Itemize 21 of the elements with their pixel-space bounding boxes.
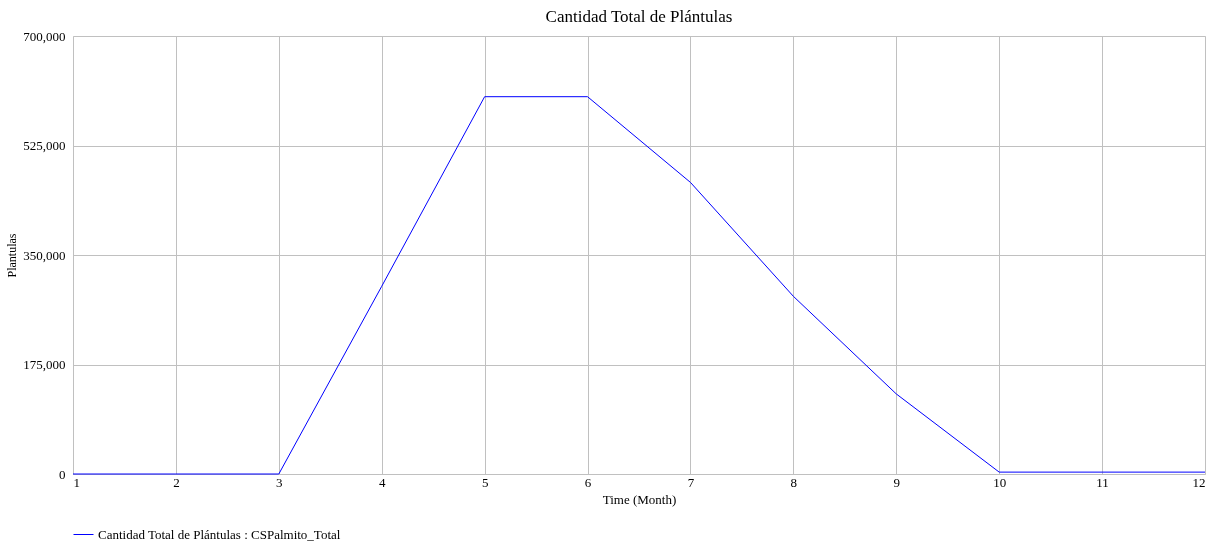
x-tick-label: 6 — [584, 474, 592, 490]
y-tick-label: 350,000 — [23, 247, 66, 263]
y-tick-label: 525,000 — [23, 138, 66, 153]
legend-label: Cantidad Total de Plántulas : CSPalmito_Total — [98, 526, 341, 542]
chart-title: Cantidad Total de Plántulas — [545, 7, 733, 26]
y-tick-label: 700,000 — [23, 28, 66, 44]
y-tick-label: 0 — [59, 466, 66, 482]
x-tick-label: 9 — [893, 474, 901, 490]
x-axis-title: Time (Month) — [602, 491, 677, 507]
x-tick-label: 11 — [1096, 474, 1109, 490]
x-tick-label: 10 — [993, 474, 1007, 490]
x-tick-label: 1 — [73, 474, 80, 490]
x-tick-label: 7 — [687, 474, 695, 490]
y-axis-title: Plantulas — [5, 233, 20, 278]
x-tick-label: 8 — [790, 474, 798, 490]
x-tick-label: 3 — [276, 474, 283, 490]
x-tick-label: 2 — [173, 474, 180, 490]
x-tick-label: 4 — [378, 474, 386, 490]
x-tick-label: 5 — [481, 474, 489, 490]
y-tick-label: 175,000 — [23, 357, 66, 372]
x-tick-label: 12 — [1192, 474, 1206, 490]
